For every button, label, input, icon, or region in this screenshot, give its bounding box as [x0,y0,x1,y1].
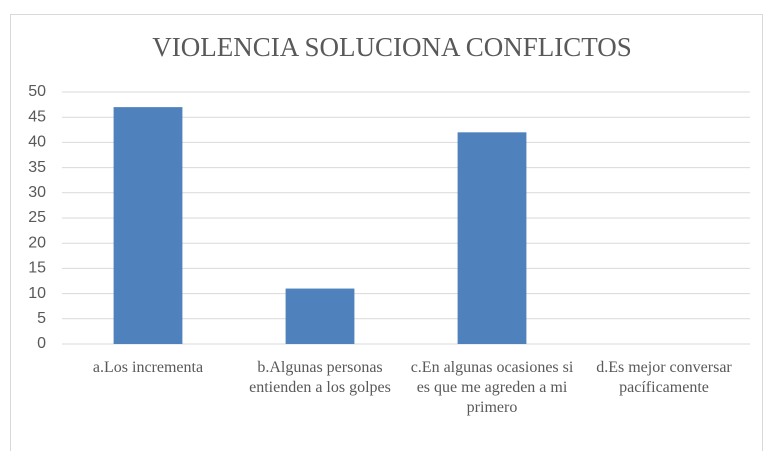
x-tick-label: c.En algunas ocasiones si es que me agre… [410,359,574,416]
y-tick-label: 25 [28,209,46,226]
bar [113,107,183,345]
y-tick-label: 20 [28,234,46,251]
x-tick-label: d.Es mejor conversar pacíficamente [596,359,732,396]
y-tick-label: 45 [28,108,46,125]
x-tick-label: b.Algunas personas entienden a los golpe… [249,359,391,396]
y-tick-label: 40 [28,134,46,151]
y-tick-label: 15 [28,260,46,277]
y-tick-label: 0 [37,335,46,352]
bar [457,132,527,344]
chart-title: VIOLENCIA SOLUCIONA CONFLICTOS [152,32,632,62]
y-tick-label: 10 [28,285,46,302]
y-tick-label: 50 [28,83,46,100]
bar [285,288,355,344]
x-tick-label: a.Los incrementa [92,359,204,376]
y-tick-label: 5 [37,310,46,327]
y-tick-label: 35 [28,159,46,176]
y-tick-label: 30 [28,184,46,201]
